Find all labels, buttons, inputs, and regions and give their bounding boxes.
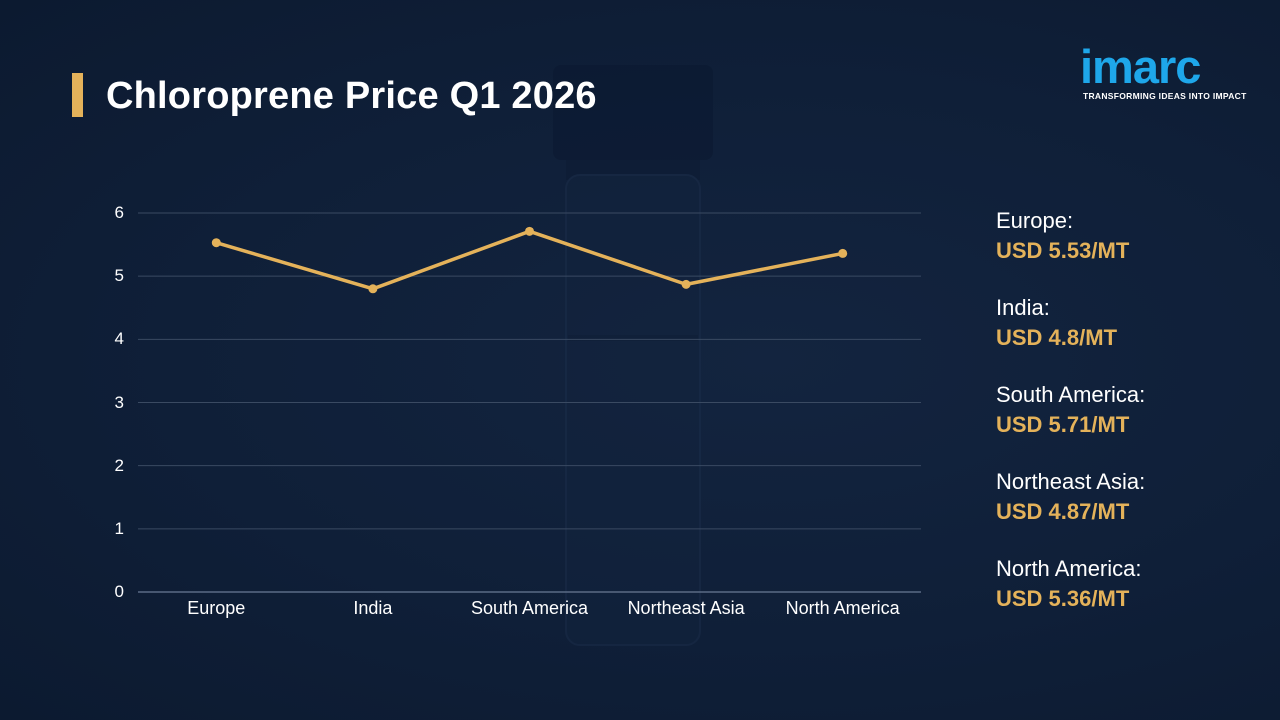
- legend-region-name: India:: [996, 295, 1050, 320]
- y-tick-label: 0: [114, 582, 124, 601]
- x-tick-label: South America: [470, 598, 589, 618]
- legend-region-name: Europe:: [996, 208, 1074, 233]
- imarc-logo: imarc TRANSFORMING IDEAS INTO IMPACT: [1078, 30, 1248, 105]
- y-tick-label: 4: [114, 329, 124, 349]
- legend-price-value: USD 5.71/MT: [996, 412, 1130, 437]
- data-point-marker: [525, 226, 534, 236]
- logo-tagline: TRANSFORMING IDEAS INTO IMPACT: [1083, 91, 1247, 101]
- legend-item: Northeast Asia: USD 4.87/MT: [996, 467, 1145, 554]
- bottle-background-image: [553, 65, 713, 646]
- legend-item: Europe: USD 5.53/MT: [996, 206, 1145, 293]
- x-tick-label: Northeast Asia: [627, 598, 745, 618]
- legend-item: North America: USD 5.36/MT: [996, 554, 1145, 641]
- legend-price-value: USD 4.8/MT: [996, 325, 1118, 350]
- data-point-marker: [838, 248, 848, 258]
- y-tick-label: 3: [114, 392, 124, 412]
- y-tick-label: 2: [114, 455, 124, 475]
- legend-price-value: USD 4.87/MT: [996, 499, 1130, 524]
- data-point-marker: [681, 279, 691, 289]
- y-tick-label: 6: [114, 203, 124, 222]
- data-point-marker: [368, 284, 378, 294]
- legend-price-value: USD 5.53/MT: [996, 238, 1130, 263]
- data-point-marker: [211, 238, 221, 248]
- page-title: Chloroprene Price Q1 2026: [106, 75, 597, 117]
- legend-item: South America: USD 5.71/MT: [996, 380, 1145, 467]
- price-line: [215, 229, 844, 291]
- x-tick-label: Europe: [187, 598, 246, 618]
- legend-region-name: South America:: [996, 382, 1146, 407]
- legend-region-name: Northeast Asia:: [996, 469, 1146, 494]
- y-tick-label: 1: [114, 518, 124, 538]
- price-legend: Europe: USD 5.53/MT India: USD 4.8/MT South …: [996, 206, 1145, 641]
- logo-wordmark: imarc: [1080, 40, 1201, 93]
- x-tick-label: North America: [785, 598, 900, 618]
- title-accent-bar: [72, 73, 83, 117]
- legend-price-value: USD 5.36/MT: [996, 586, 1130, 611]
- x-tick-label: India: [353, 598, 393, 618]
- legend-region-name: North America:: [996, 556, 1142, 581]
- y-tick-label: 5: [114, 266, 124, 286]
- legend-item: India: USD 4.8/MT: [996, 293, 1145, 380]
